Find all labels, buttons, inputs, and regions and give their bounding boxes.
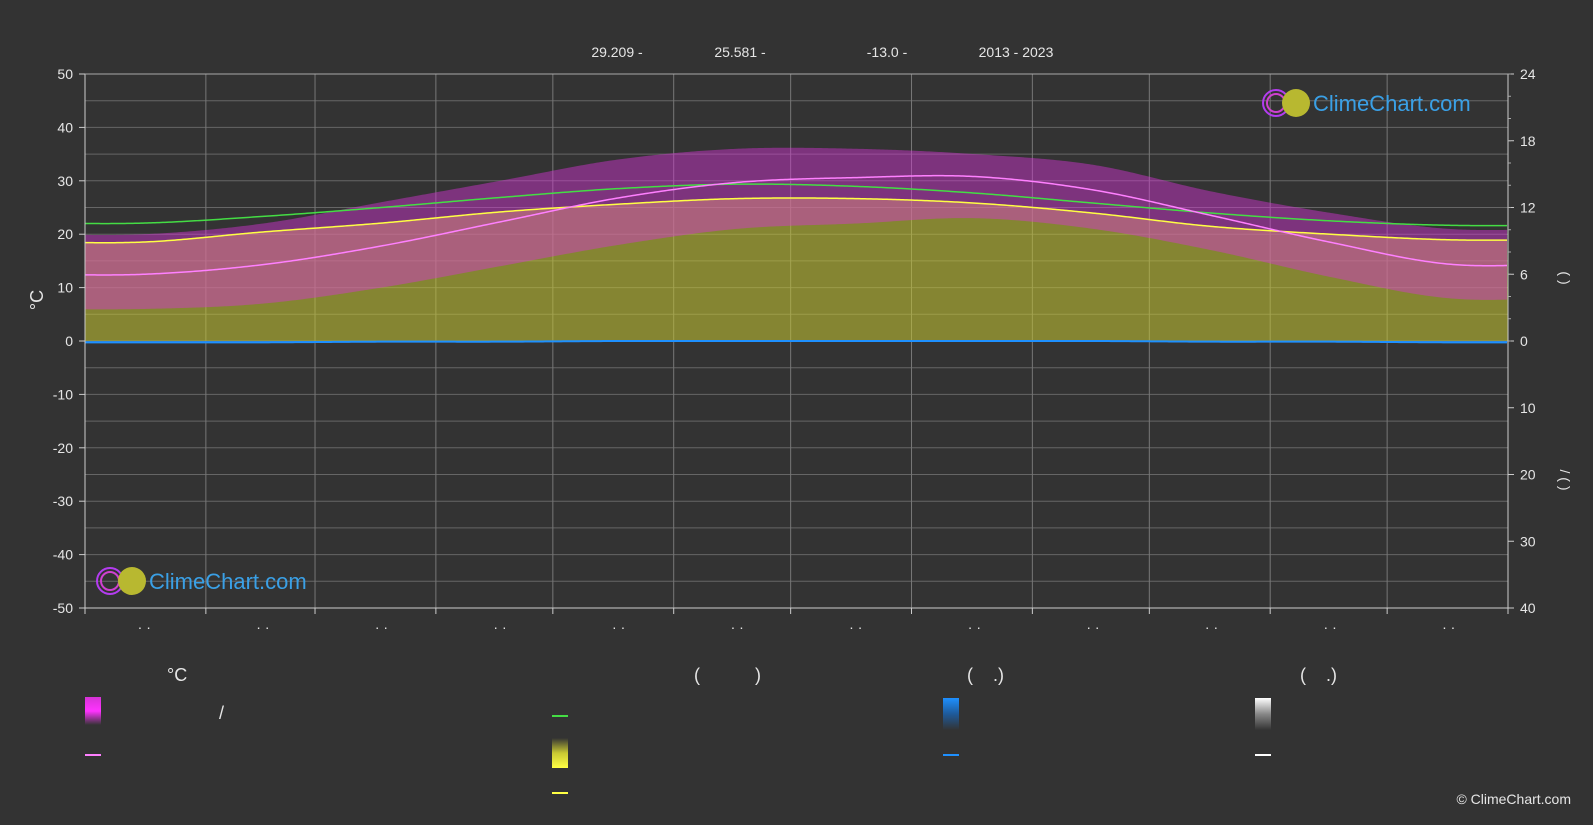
y-left-tick-label: 40 xyxy=(57,119,73,135)
y-right-top-tick-label: 6 xyxy=(1520,266,1528,282)
y-left-tick-label: 0 xyxy=(65,333,73,349)
y-right-bottom-tick-label: 30 xyxy=(1520,533,1536,549)
legend-rain-title: ( .) xyxy=(967,665,1004,685)
legend-snow-swatch xyxy=(1255,698,1271,730)
legend-rain-mean-line xyxy=(943,754,959,756)
legend-temp-title: °C xyxy=(167,665,188,685)
logo-sun-icon xyxy=(1282,89,1310,117)
y-right-bottom-tick-label: 40 xyxy=(1520,600,1536,616)
rain-mean-line xyxy=(85,339,1508,344)
sunshine-mean-line xyxy=(84,197,1508,244)
y-left-tick-label: 20 xyxy=(57,226,73,242)
y-left-tick-label: 50 xyxy=(57,66,73,82)
y-left-tick-label: -30 xyxy=(53,493,73,509)
x-tick-label: · · xyxy=(1205,619,1218,635)
logo-text-top: ClimeChart.com xyxy=(1313,91,1471,116)
y-right-top-tick-label: 0 xyxy=(1520,333,1528,349)
y-left-tick-label: 30 xyxy=(57,173,73,189)
logo-top[interactable]: ClimeChart.com xyxy=(1262,89,1471,117)
temp-range-band xyxy=(85,147,1507,310)
x-tick-label: · · xyxy=(256,619,269,635)
y-axis-label: °C xyxy=(27,290,47,310)
y-left-tick-label: -20 xyxy=(53,440,73,456)
logo-text-bottom: ClimeChart.com xyxy=(149,569,307,594)
x-tick-label: · · xyxy=(493,619,506,635)
y-right-top-tick-label: 18 xyxy=(1520,133,1536,149)
legend-sunshine-mean-line xyxy=(552,792,568,794)
chart-axes: 50 40 30 20 10 0 -10 -20 -30 -40 -50 24 18 12 6 0 10 20 30… xyxy=(53,66,1536,635)
legend-temp-slash: / xyxy=(219,703,225,723)
logo-sun-icon xyxy=(118,567,146,595)
legend-snow-title: ( .) xyxy=(1300,665,1337,685)
x-tick-label: · · xyxy=(1086,619,1099,635)
y-left-tick-label: -50 xyxy=(53,600,73,616)
header-years: 2013 - 2023 xyxy=(979,44,1054,60)
x-tick-label: · · xyxy=(968,619,981,635)
x-tick-label: · · xyxy=(375,619,388,635)
legend-rain-swatch xyxy=(943,698,959,730)
x-tick-label: · · xyxy=(849,619,862,635)
y-right-top-tick-label: 24 xyxy=(1520,66,1536,82)
copyright: © ClimeChart.com xyxy=(1456,791,1571,807)
y-left-tick-label: 10 xyxy=(57,280,73,296)
header-latitude: 29.209 - xyxy=(591,44,643,60)
y-right-bottom-tick-label: 10 xyxy=(1520,400,1536,416)
mean-temp-line xyxy=(84,174,1508,276)
y-left-tick-label: -10 xyxy=(53,386,73,402)
legend-sun-title: ( ) xyxy=(694,665,761,685)
legend-temp-range-swatch xyxy=(85,697,101,725)
chart-lines xyxy=(84,174,1508,344)
logo-bottom[interactable]: ClimeChart.com xyxy=(96,567,307,595)
daylight-line xyxy=(84,183,1508,227)
x-tick-label: · · xyxy=(731,619,744,635)
right-axis-label-top: ( ) xyxy=(1557,271,1573,284)
x-tick-label: · · xyxy=(138,619,151,635)
y-right-top-tick-label: 12 xyxy=(1520,200,1536,216)
legend-mean-temp-line xyxy=(85,754,101,756)
legend-daylight-line xyxy=(552,715,568,717)
header-longitude: 25.581 - xyxy=(714,44,766,60)
chart-bands xyxy=(85,147,1508,343)
y-right-bottom-tick-label: 20 xyxy=(1520,467,1536,483)
legend-snow-mean-line xyxy=(1255,754,1271,756)
legend-sunshine-swatch xyxy=(552,738,568,768)
right-axis-label-bottom: / ( ) xyxy=(1557,470,1573,491)
x-tick-label: · · xyxy=(1442,619,1455,635)
header-elevation: -13.0 - xyxy=(867,44,908,60)
y-left-tick-label: -40 xyxy=(53,547,73,563)
x-tick-label: · · xyxy=(612,619,625,635)
x-tick-label: · · xyxy=(1324,619,1337,635)
